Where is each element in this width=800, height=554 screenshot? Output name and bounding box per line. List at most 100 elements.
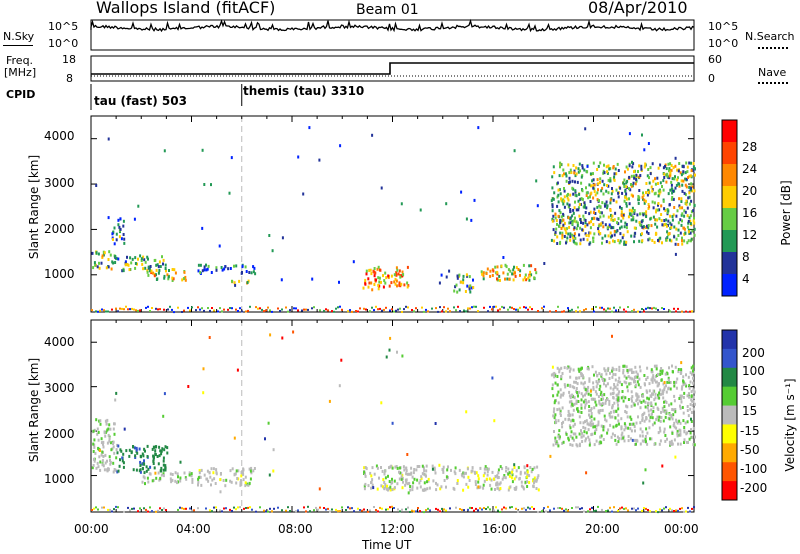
power-cell: [553, 171, 556, 175]
power-cell: [383, 279, 386, 283]
power-sparse-cell: [201, 226, 204, 230]
power-cell: [604, 234, 607, 238]
station-title: Wallops Island (fitACF): [96, 0, 276, 17]
power-ground-cell: [363, 307, 365, 310]
velocity-cell: [494, 475, 497, 478]
power-cell: [680, 179, 683, 183]
power-cell: [563, 199, 566, 203]
velocity-sparse-cell: [513, 463, 516, 467]
velocity-cell: [590, 412, 593, 415]
velocity-cell: [620, 427, 623, 431]
power-sparse-cell: [628, 132, 631, 136]
power-cell: [681, 206, 684, 210]
velocity-cell: [615, 409, 618, 413]
velocity-ground-cell: [101, 506, 103, 509]
velocity-cell: [580, 381, 583, 385]
velocity-cell: [569, 367, 572, 371]
velocity-cell: [584, 403, 587, 407]
velocity-cell: [673, 384, 676, 388]
power-ground-cell: [445, 310, 447, 313]
velocity-cell: [662, 382, 665, 386]
power-cell: [667, 162, 670, 166]
velocity-cell: [652, 406, 655, 410]
velocity-cell: [598, 372, 601, 376]
velocity-cell: [190, 474, 193, 478]
velocity-cell: [612, 425, 615, 429]
power-cell: [678, 204, 681, 208]
velocity-cell: [125, 449, 128, 453]
velocity-cell: [405, 480, 408, 484]
power-cell: [672, 189, 675, 193]
velocity-cell: [557, 444, 560, 448]
power-cell: [625, 240, 628, 244]
velocity-ground-cell: [229, 508, 231, 511]
velocity-cell: [364, 472, 366, 476]
power-cell: [686, 225, 689, 229]
velocity-cell: [224, 484, 227, 488]
xtick-2: 08:00: [278, 522, 313, 536]
power-cell: [158, 268, 161, 272]
power-ground-cell: [655, 307, 657, 310]
power-sparse-cell: [641, 133, 643, 137]
velocity-cell: [693, 390, 696, 394]
velocity-ground-cell: [155, 510, 157, 513]
power-cell: [206, 267, 209, 271]
velocity-cell: [634, 429, 636, 433]
velocity-cbar-tick-100: 100: [742, 364, 765, 378]
velocity-cell: [145, 465, 148, 469]
velocity-cell: [567, 436, 570, 440]
power-cell: [683, 191, 686, 195]
power-cell: [603, 183, 606, 187]
velocity-cell: [571, 393, 574, 397]
velocity-cell: [552, 443, 555, 447]
velocity-cell: [618, 376, 621, 380]
power-cell: [210, 271, 213, 274]
velocity-cell: [587, 385, 590, 389]
power-ground-cell: [623, 308, 625, 311]
velocity-cell: [594, 429, 597, 433]
power-cell: [203, 268, 206, 272]
power-ground-cell: [131, 307, 133, 310]
velocity-cell: [391, 477, 393, 481]
power-cell: [631, 209, 633, 213]
velocity-cell: [507, 472, 510, 476]
velocity-cell: [102, 464, 105, 468]
velocity-cell: [630, 417, 633, 421]
velocity-cell: [109, 427, 112, 431]
power-cell: [254, 272, 257, 276]
velocity-sparse-cell: [115, 391, 118, 395]
power-cell: [379, 268, 382, 272]
velocity-cell: [622, 371, 625, 375]
power-cell: [143, 258, 146, 262]
power-cell: [527, 276, 530, 280]
power-cell: [551, 203, 554, 207]
power-cell: [688, 231, 691, 235]
velocity-sparse-cell: [114, 398, 117, 402]
velocity-cell: [603, 382, 605, 386]
velocity-sparse-cell: [281, 336, 284, 340]
velocity-ground-cell: [419, 510, 421, 513]
velocity-cell: [658, 391, 661, 395]
power-cbar-tick-20: 20: [742, 184, 758, 198]
power-sparse-cell: [448, 269, 451, 273]
velocity-ground-cell: [523, 507, 525, 510]
velocity-sparse-cell: [406, 453, 409, 456]
power-cell: [612, 198, 615, 202]
power-ground-cell: [633, 308, 635, 311]
power-cell: [612, 239, 614, 243]
power-cell: [598, 204, 601, 208]
velocity-cell: [599, 409, 602, 412]
velocity-cell: [418, 465, 421, 468]
velocity-cell: [663, 405, 666, 409]
power-cell: [688, 216, 691, 220]
power-cell: [610, 218, 613, 222]
velocity-cell: [554, 413, 557, 417]
velocity-cell: [623, 428, 626, 432]
velocity-cell: [571, 403, 574, 407]
velocity-cell: [575, 380, 577, 384]
velocity-cell: [615, 442, 618, 446]
power-cell: [667, 192, 670, 196]
power-ground-cell: [297, 309, 299, 312]
power-cell: [504, 263, 507, 267]
velocity-cell: [622, 368, 625, 372]
